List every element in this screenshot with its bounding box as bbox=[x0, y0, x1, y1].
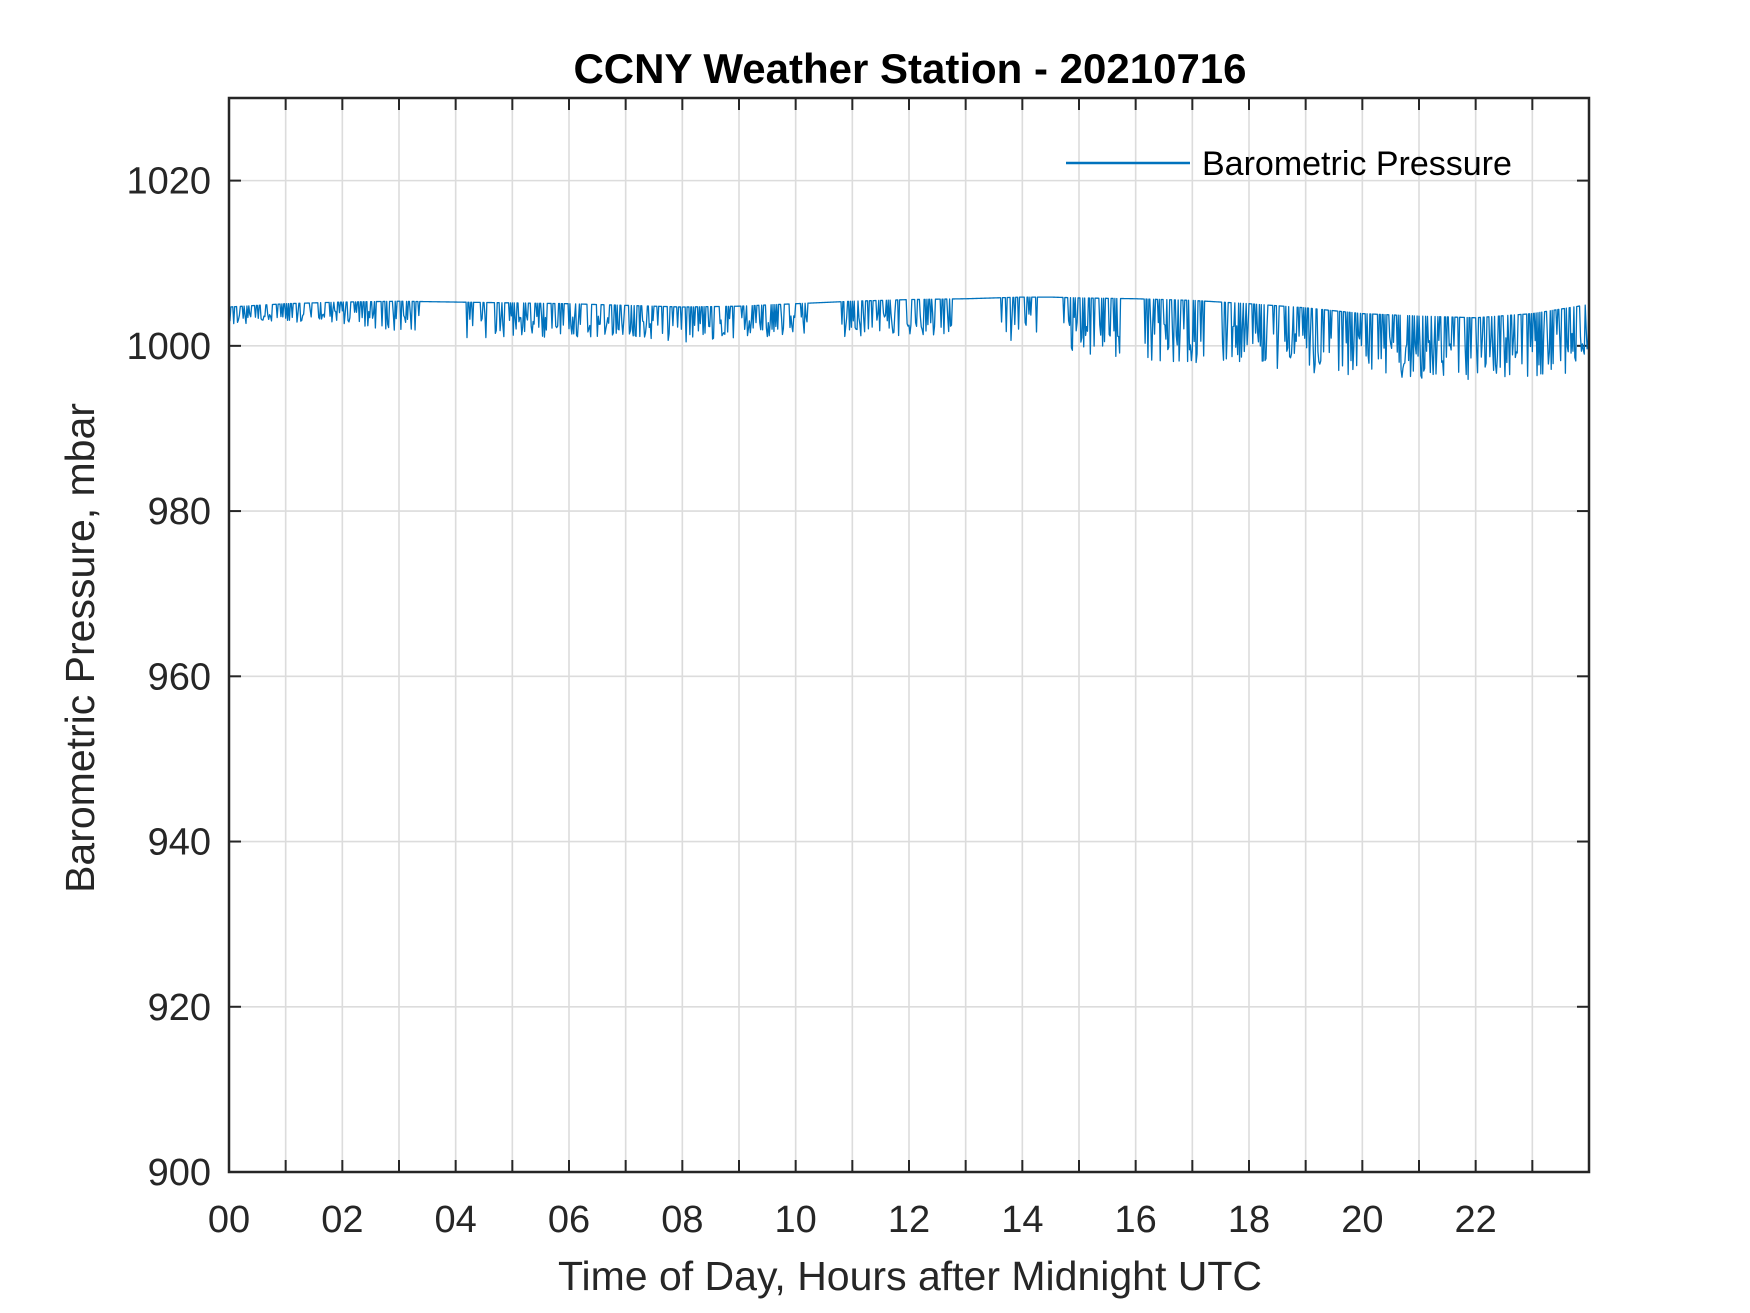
y-tick-label: 980 bbox=[148, 491, 211, 533]
x-tick-label: 18 bbox=[1228, 1199, 1270, 1241]
x-tick-label: 02 bbox=[321, 1199, 363, 1241]
y-tick-label: 900 bbox=[148, 1152, 211, 1194]
x-tick-label: 14 bbox=[1001, 1199, 1043, 1241]
x-tick-label: 20 bbox=[1341, 1199, 1383, 1241]
y-tick-label: 1020 bbox=[126, 161, 211, 203]
y-tick-label: 940 bbox=[148, 822, 211, 864]
y-tick-labels: 900 920 940 960 980 1000 1020 bbox=[126, 161, 211, 1194]
x-tick-label: 22 bbox=[1455, 1199, 1497, 1241]
y-tick-label: 920 bbox=[148, 987, 211, 1029]
y-axis-label: Barometric Pressure, mbar bbox=[57, 403, 103, 893]
legend: Barometric Pressure bbox=[1066, 145, 1512, 183]
x-tick-label: 04 bbox=[435, 1199, 477, 1241]
series-line-barometric-pressure bbox=[228, 296, 1590, 381]
x-tick-label: 16 bbox=[1115, 1199, 1157, 1241]
legend-label-barometric-pressure: Barometric Pressure bbox=[1202, 145, 1512, 183]
x-tick-label: 06 bbox=[548, 1199, 590, 1241]
x-tick-labels: 00 02 04 06 08 10 12 14 16 18 20 22 bbox=[208, 1199, 1497, 1241]
y-tick-label: 960 bbox=[148, 656, 211, 698]
axes-box bbox=[227, 96, 1591, 1174]
x-tick-label: 10 bbox=[775, 1199, 817, 1241]
x-tick-label: 12 bbox=[888, 1199, 930, 1241]
x-tick-label: 00 bbox=[208, 1199, 250, 1241]
y-tick-label: 1000 bbox=[126, 326, 211, 368]
x-axis-label: Time of Day, Hours after Midnight UTC bbox=[558, 1253, 1262, 1299]
x-tick-label: 08 bbox=[661, 1199, 703, 1241]
series-layer bbox=[228, 296, 1590, 381]
tick-marks bbox=[228, 98, 1589, 1173]
chart-title: CCNY Weather Station - 20210716 bbox=[573, 45, 1246, 92]
